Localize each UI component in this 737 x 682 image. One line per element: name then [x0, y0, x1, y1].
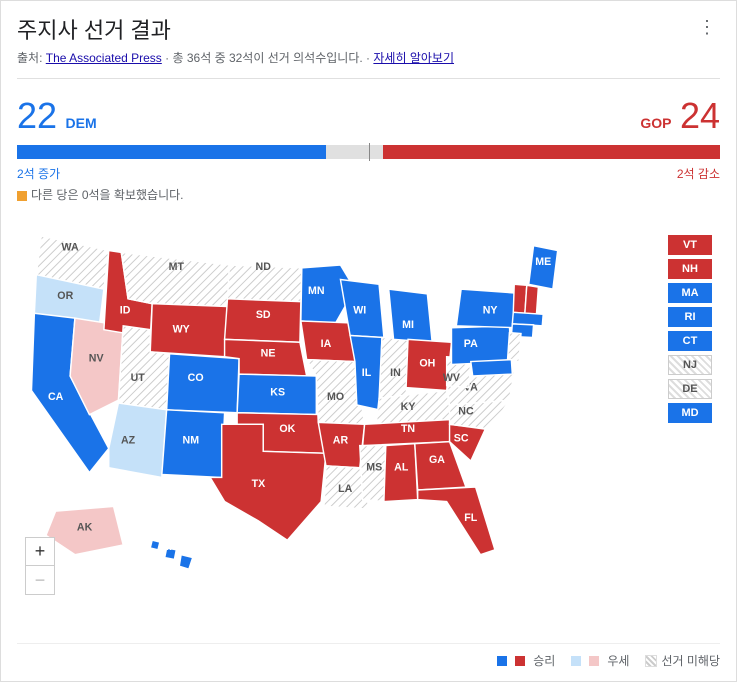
side-box-NH[interactable]: NH	[668, 259, 712, 279]
legend-lean: 우세	[571, 652, 629, 669]
bar-dem	[17, 145, 326, 159]
state-label-MT: MT	[169, 261, 185, 273]
dem-change: 2석 증가	[17, 165, 60, 182]
state-label-OR: OR	[57, 290, 73, 302]
state-label-NV: NV	[89, 353, 104, 365]
zoom-in-button[interactable]: +	[26, 538, 54, 566]
side-box-VT[interactable]: VT	[668, 235, 712, 255]
state-label-KY: KY	[401, 401, 416, 413]
map-area[interactable]: WA OR CA NV ID MT WY UT AZ CO NM ND SD NE KS OK TX MN IA MO…	[17, 215, 720, 635]
state-label-OH: OH	[419, 357, 435, 369]
state-label-UT: UT	[131, 372, 146, 384]
state-label-NC: NC	[458, 406, 474, 418]
score-row: 22 DEM GOP 24	[17, 95, 720, 137]
page-title: 주지사 선거 결과	[17, 13, 171, 45]
subtitle: 출처: The Associated Press · 총 36석 중 32석이 …	[17, 49, 720, 66]
bar-midpoint	[369, 143, 370, 161]
side-state-boxes: VT NH MA RI CT NJ DE MD	[668, 235, 712, 423]
state-PA[interactable]	[451, 326, 511, 365]
state-label-MO: MO	[327, 391, 344, 403]
legend-none: 선거 미해당	[645, 652, 720, 669]
state-label-GA: GA	[429, 454, 445, 466]
state-label-NE: NE	[261, 348, 276, 360]
state-label-LA: LA	[338, 483, 352, 495]
state-label-FL: FL	[464, 512, 477, 524]
state-label-AL: AL	[394, 462, 409, 474]
state-label-ME: ME	[535, 256, 551, 268]
state-label-WV: WV	[443, 372, 460, 384]
side-box-RI[interactable]: RI	[668, 307, 712, 327]
state-MI[interactable]	[389, 289, 432, 342]
legend-win: 승리	[497, 652, 555, 669]
state-label-NY: NY	[483, 304, 498, 316]
state-label-TX: TX	[252, 478, 266, 490]
gop-count: 24	[680, 95, 720, 136]
state-label-WA: WA	[62, 242, 79, 254]
bar-gop	[383, 145, 720, 159]
state-label-SC: SC	[454, 433, 469, 445]
state-label-AK: AK	[77, 522, 93, 534]
state-label-MI: MI	[402, 319, 414, 331]
divider	[17, 78, 720, 79]
gop-change: 2석 감소	[677, 165, 720, 182]
state-label-MS: MS	[366, 462, 382, 474]
state-label-WY: WY	[173, 324, 190, 336]
source-link[interactable]: The Associated Press	[46, 51, 162, 65]
state-label-AZ: AZ	[121, 435, 136, 447]
state-label-ID: ID	[120, 304, 131, 316]
dem-count: 22	[17, 95, 57, 136]
state-label-IL: IL	[362, 367, 372, 379]
zoom-control: + −	[25, 537, 55, 595]
state-label-CO: CO	[188, 372, 204, 384]
state-NJ2[interactable]	[507, 333, 521, 362]
state-label-SD: SD	[256, 309, 271, 321]
state-MD2[interactable]	[471, 360, 513, 376]
side-box-DE[interactable]: DE	[668, 379, 712, 399]
state-label-TN: TN	[401, 423, 415, 435]
state-label-HI: HI	[161, 541, 172, 553]
state-label-IA: IA	[321, 338, 332, 350]
state-label-IN: IN	[390, 367, 401, 379]
learn-more-link[interactable]: 자세히 알아보기	[373, 51, 454, 65]
state-NH2[interactable]	[525, 285, 539, 314]
state-AZ[interactable]	[109, 403, 167, 477]
dem-label: DEM	[66, 115, 97, 131]
state-label-WI: WI	[353, 304, 366, 316]
side-box-NJ[interactable]: NJ	[668, 355, 712, 375]
us-map[interactable]: WA OR CA NV ID MT WY UT AZ CO NM ND SD NE KS OK TX MN IA MO…	[17, 215, 577, 595]
state-label-MN: MN	[308, 285, 325, 297]
seat-bar	[17, 145, 720, 159]
state-label-OK: OK	[279, 423, 295, 435]
more-icon[interactable]: ⋮	[694, 13, 720, 42]
state-label-PA: PA	[464, 338, 478, 350]
side-box-MD[interactable]: MD	[668, 403, 712, 423]
state-label-KS: KS	[270, 386, 285, 398]
zoom-out-button[interactable]: −	[26, 566, 54, 594]
state-FL[interactable]	[418, 487, 495, 555]
state-label-CA: CA	[48, 391, 64, 403]
side-box-CT[interactable]: CT	[668, 331, 712, 351]
legend-bottom: 승리 우세 선거 미해당	[17, 643, 720, 669]
state-label-ND: ND	[256, 261, 272, 273]
gop-label: GOP	[640, 115, 671, 131]
state-label-AR: AR	[333, 435, 349, 447]
bar-mid	[326, 145, 382, 159]
state-label-NM: NM	[183, 435, 200, 447]
other-note: 다른 당은 0석을 확보했습니다.	[17, 186, 720, 203]
side-box-MA[interactable]: MA	[668, 283, 712, 303]
